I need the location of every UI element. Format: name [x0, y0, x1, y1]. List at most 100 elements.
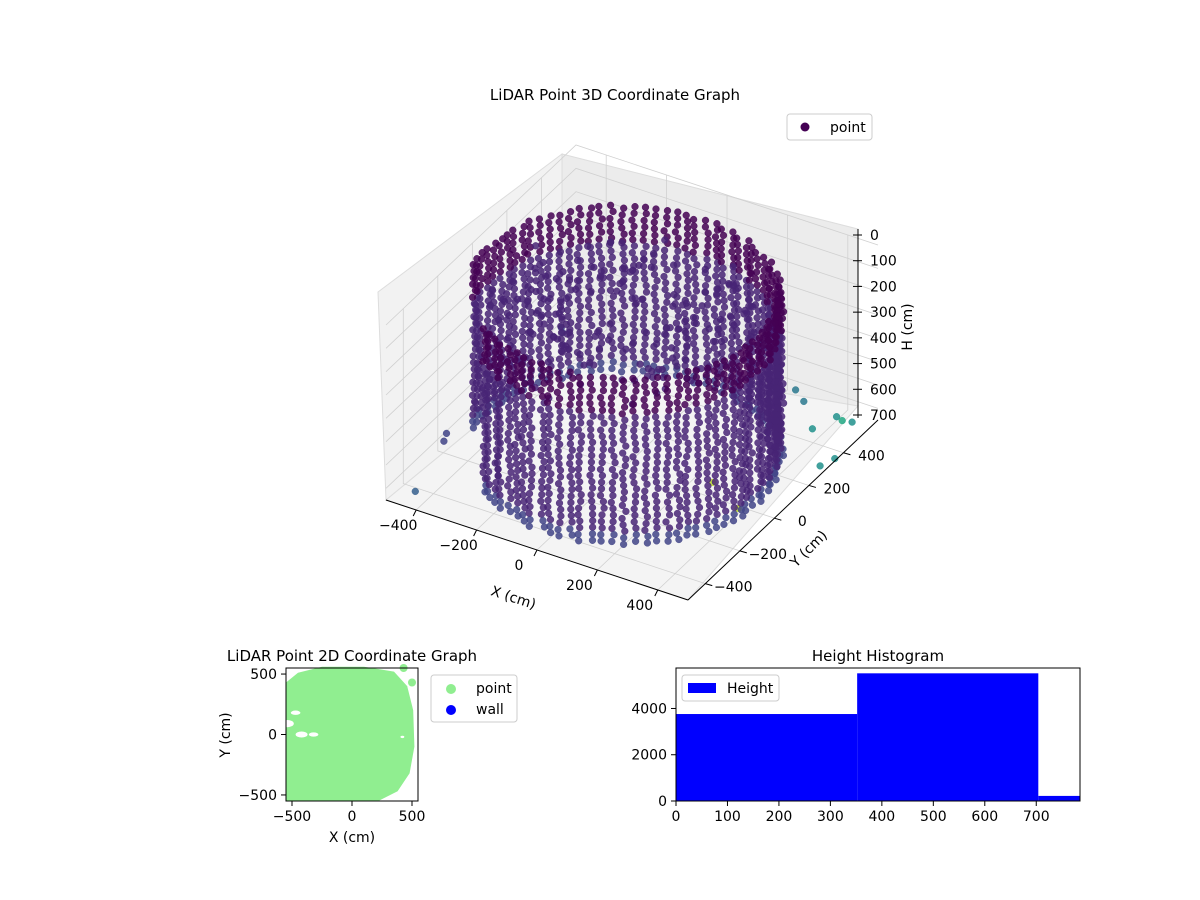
point-3d	[536, 332, 544, 341]
point-3d	[509, 277, 517, 286]
point-3d	[653, 524, 661, 532]
point-3d	[711, 471, 719, 480]
point-3d	[705, 527, 713, 536]
point-3d	[470, 267, 478, 275]
point-3d	[485, 264, 493, 272]
point-3d	[528, 385, 536, 393]
point-3d	[691, 352, 700, 361]
point-3d	[608, 279, 616, 288]
point-3d	[702, 456, 711, 464]
point-3d	[720, 303, 729, 311]
point-3d	[641, 341, 649, 349]
point-3d	[772, 430, 780, 438]
point-3d	[712, 432, 720, 440]
point-3d	[703, 255, 711, 264]
point-3d	[504, 501, 512, 510]
point-3d	[565, 407, 574, 415]
point-3d	[721, 422, 730, 430]
point-3d	[764, 317, 773, 326]
point-3d	[681, 244, 689, 252]
point-3d	[711, 478, 719, 486]
point-3d	[650, 238, 659, 246]
point-3d	[774, 364, 782, 373]
point-3d	[577, 386, 585, 394]
point-3d	[728, 386, 736, 394]
point-3d	[650, 290, 658, 298]
point-3d	[497, 248, 506, 256]
point-3d	[737, 349, 745, 357]
point-3d	[598, 524, 606, 532]
point-3d	[505, 456, 513, 464]
point-3d	[751, 249, 760, 257]
point-3d	[662, 324, 671, 332]
point-3d	[525, 217, 533, 225]
point-3d	[526, 322, 534, 330]
point-3d	[694, 471, 703, 479]
point-3d	[607, 238, 615, 246]
point-3d	[736, 454, 744, 462]
point-3d	[496, 491, 504, 499]
point-3d	[505, 322, 514, 330]
grid-line-y-1	[437, 275, 740, 552]
point-3d	[611, 472, 619, 480]
point-3d	[518, 511, 527, 519]
point-3d	[564, 312, 572, 321]
point-3d	[587, 458, 596, 466]
point-3d	[473, 255, 481, 263]
point-3d	[520, 380, 529, 388]
y-tick-label-3d: 400	[858, 449, 885, 465]
point-3d	[729, 366, 737, 375]
point-3d	[742, 428, 750, 436]
point-3d	[640, 216, 648, 225]
point-3d	[755, 386, 763, 395]
point-3d	[608, 537, 616, 546]
point-3d	[538, 373, 546, 381]
point-3d	[737, 506, 745, 514]
point-3d	[631, 294, 639, 302]
point-3d	[682, 420, 690, 428]
point-3d	[713, 399, 722, 407]
point-3d	[733, 240, 742, 249]
point-3d	[704, 275, 712, 283]
point-3d	[631, 498, 640, 506]
point-3d	[573, 256, 582, 265]
point-3d	[576, 270, 584, 278]
point-3d	[519, 393, 527, 401]
y-tick-label-histogram: 2000	[631, 748, 667, 764]
point-3d	[641, 308, 649, 316]
point-3d	[735, 338, 743, 346]
point-3d	[671, 228, 680, 236]
point-3d	[575, 406, 583, 414]
point-3d	[569, 374, 577, 382]
point-3d	[753, 367, 762, 375]
point-3d	[518, 327, 526, 336]
point-3d	[632, 380, 640, 389]
point-3d	[499, 295, 507, 304]
point-3d	[692, 287, 701, 295]
point-3d	[763, 291, 771, 300]
point-3d	[518, 367, 526, 375]
point-3d	[632, 459, 640, 467]
point-3d	[641, 435, 649, 443]
point-3d	[518, 236, 526, 244]
point-3d	[586, 276, 594, 284]
point-3d	[588, 497, 596, 505]
point-3d	[539, 471, 548, 479]
point-3d	[468, 391, 477, 399]
point-3d	[639, 347, 648, 355]
point-3d	[572, 285, 580, 294]
point-3d	[703, 443, 712, 451]
point-3d	[658, 365, 666, 374]
point-3d	[701, 265, 709, 273]
point-2d	[408, 678, 416, 687]
point-3d	[620, 534, 628, 542]
point-3d	[682, 381, 691, 389]
point-3d	[589, 517, 597, 525]
point-3d	[595, 242, 603, 250]
point-3d	[652, 426, 661, 434]
point-3d	[511, 330, 520, 339]
point-3d	[518, 361, 526, 369]
point-3d	[771, 319, 780, 327]
point-3d	[554, 447, 562, 455]
point-3d	[684, 524, 692, 532]
